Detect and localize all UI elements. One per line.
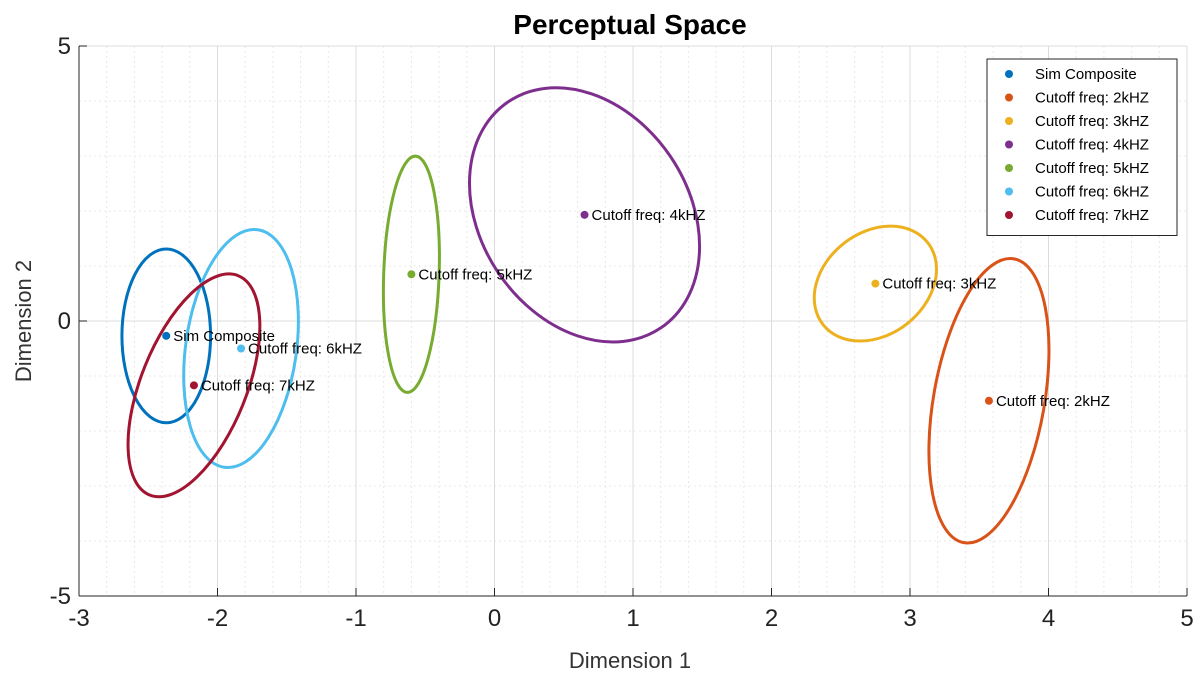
ellipse-0 (120, 247, 213, 425)
point-label-5: Cutoff freq: 6kHZ (248, 341, 362, 358)
y-tick-label: 0 (58, 308, 71, 335)
x-tick-label: 0 (488, 605, 501, 632)
data-point-6 (189, 381, 198, 390)
point-label-2: Cutoff freq: 3kHZ (882, 276, 996, 293)
y-axis-label: Dimension 2 (11, 260, 36, 382)
legend-marker-3 (1005, 140, 1013, 149)
data-point-1 (984, 396, 993, 405)
point-label-1: Cutoff freq: 2kHZ (996, 393, 1110, 410)
x-tick-label: -3 (68, 605, 89, 632)
legend-marker-1 (1005, 93, 1013, 102)
data-point-5 (237, 344, 246, 353)
x-tick-label: 5 (1180, 605, 1193, 632)
legend-entry-6[interactable]: Cutoff freq: 7kHZ (1035, 207, 1149, 224)
legend-marker-2 (1005, 117, 1013, 125)
data-point-0 (162, 331, 171, 340)
legend-entry-2[interactable]: Cutoff freq: 3kHZ (1035, 113, 1149, 130)
data-point-4 (407, 270, 416, 279)
legend-entry-3[interactable]: Cutoff freq: 4kHZ (1035, 137, 1149, 154)
axes: -3 -2 -1 0 1 2 3 4 5 -5 0 5 (50, 33, 1194, 632)
confidence-ellipses (120, 86, 1051, 545)
point-label-3: Cutoff freq: 4kHZ (592, 207, 706, 224)
point-label-4: Cutoff freq: 5kHZ (418, 266, 532, 283)
legend[interactable]: Sim Composite Cutoff freq: 2kHZ Cutoff fre… (986, 58, 1178, 236)
legend-entry-4[interactable]: Cutoff freq: 5kHZ (1035, 160, 1149, 177)
ellipse-4 (381, 154, 441, 394)
ellipse-3 (467, 86, 702, 344)
chart-title: Perceptual Space (513, 9, 746, 40)
x-tick-label: 3 (903, 605, 916, 632)
point-label-0: Sim Composite (173, 328, 275, 345)
y-tick-label: 5 (58, 33, 71, 60)
x-tick-label: -2 (207, 605, 228, 632)
data-point-2 (871, 279, 880, 288)
legend-entry-5[interactable]: Cutoff freq: 6kHZ (1035, 184, 1149, 201)
ellipse-2 (812, 224, 938, 343)
x-tick-label: 2 (765, 605, 778, 632)
legend-entry-0[interactable]: Sim Composite (1035, 66, 1137, 83)
x-axis-label: Dimension 1 (569, 648, 691, 673)
legend-marker-4 (1005, 164, 1013, 172)
x-tick-label: 4 (1042, 605, 1055, 632)
legend-marker-5 (1005, 187, 1013, 196)
point-label-6: Cutoff freq: 7kHZ (201, 377, 315, 394)
x-tick-label: -1 (345, 605, 366, 632)
legend-marker-0 (1005, 70, 1013, 78)
legend-entry-1[interactable]: Cutoff freq: 2kHZ (1035, 90, 1149, 107)
ellipse-6 (126, 272, 262, 499)
legend-marker-6 (1005, 211, 1013, 219)
ellipse-1 (927, 257, 1051, 545)
data-points (162, 210, 993, 405)
ellipse-5 (182, 228, 300, 469)
point-labels: Sim Composite Cutoff freq: 2kHZ Cutoff fre… (173, 207, 1110, 410)
legend-box (986, 58, 1178, 236)
y-tick-label: -5 (50, 583, 71, 610)
data-point-3 (580, 210, 589, 219)
x-tick-label: 1 (626, 605, 639, 632)
